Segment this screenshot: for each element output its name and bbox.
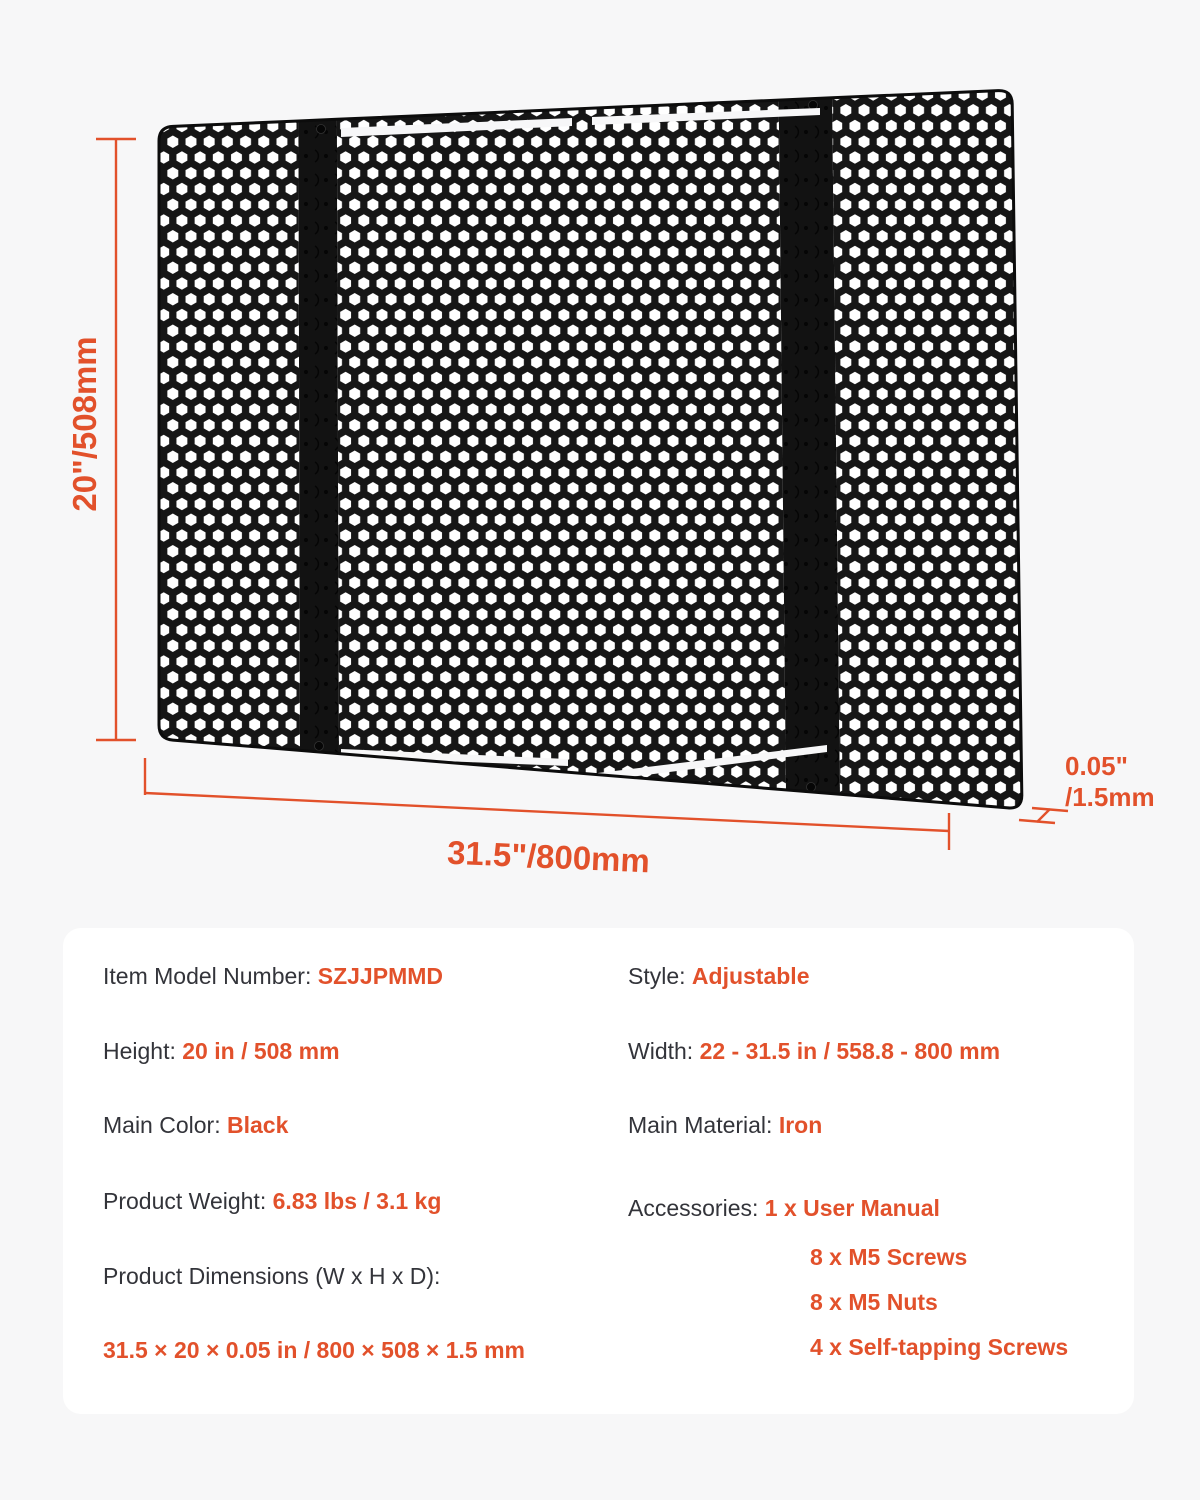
svg-text:20"/508mm: 20"/508mm: [66, 336, 103, 511]
svg-text:/1.5mm: /1.5mm: [1065, 782, 1155, 812]
svg-text:31.5"/800mm: 31.5"/800mm: [446, 834, 650, 880]
svg-text:0.05": 0.05": [1065, 751, 1128, 781]
